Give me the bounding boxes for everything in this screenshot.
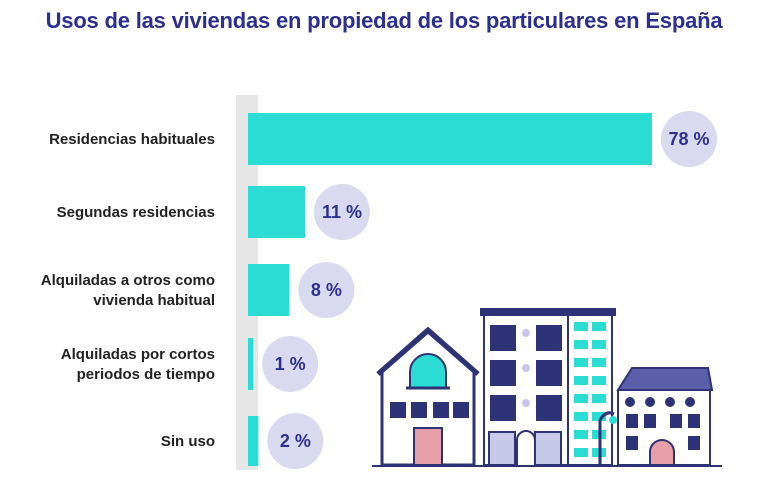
bar-4	[248, 338, 254, 390]
right-house-window-4	[688, 414, 700, 428]
panel-window-b-3	[592, 376, 606, 385]
panel-window-a-2	[574, 358, 588, 367]
value-label-5: 2 %	[280, 431, 311, 451]
value-bubble-2	[313, 184, 370, 240]
right-house-round-window-0	[625, 397, 635, 407]
street-lamp-arm	[598, 411, 615, 421]
panel-window-b-1	[592, 340, 606, 349]
bar-1	[248, 113, 652, 165]
bar-2	[248, 186, 305, 238]
apartment-porthole-1	[522, 364, 530, 372]
category-label-1: Residencias habituales	[49, 131, 215, 148]
left-house-window-3	[433, 402, 449, 418]
panel-window-a-3	[574, 376, 588, 385]
apartment-door-left	[488, 431, 516, 466]
right-house-window-6	[688, 436, 700, 450]
panel-window-b-0	[592, 322, 606, 331]
category-label-2: Segundas residencias	[57, 204, 215, 221]
right-house-window-1	[626, 414, 638, 428]
apartment-window-1-1	[490, 360, 516, 386]
panel-window-a-1	[574, 340, 588, 349]
apartment-roof	[480, 308, 616, 316]
panel-window-a-6	[574, 430, 588, 439]
apartment-window-1-2	[536, 360, 562, 386]
right-house-roof	[616, 367, 714, 391]
panel-window-a-4	[574, 394, 588, 403]
value-bubble-4	[262, 336, 319, 392]
category-labels-group: Residencias habituales Segundas residenci…	[41, 131, 215, 450]
panel-window-a-5	[574, 412, 588, 421]
right-house-door	[649, 439, 675, 466]
value-bubble-5	[267, 413, 324, 469]
panel-window-b-4	[592, 394, 606, 403]
apartment-door-right	[534, 431, 562, 466]
bar-5	[248, 416, 259, 466]
value-bubble-1	[661, 111, 717, 167]
value-bubble-3	[298, 262, 355, 318]
street-lamp-light	[609, 416, 617, 424]
apartment-window-2-2	[536, 395, 562, 421]
value-labels-group: 78 % 11 % 8 % 1 % 2 %	[262, 111, 717, 469]
right-house-window-5	[626, 436, 638, 450]
left-house-roof	[376, 326, 480, 376]
apartment-window-2-1	[490, 395, 516, 421]
left-house-arched-window	[409, 353, 447, 389]
left-house-door	[413, 427, 443, 466]
value-label-3: 8 %	[311, 280, 342, 300]
bar-3	[248, 264, 290, 316]
right-house-round-window-2	[665, 397, 675, 407]
category-label-3: Alquiladas a otros como vivienda habitual	[41, 272, 215, 309]
panel-window-b-5	[592, 412, 606, 421]
panel-window-b-2	[592, 358, 606, 367]
left-house-window-4	[453, 402, 469, 418]
houses-illustration	[372, 308, 722, 467]
right-house-window-2	[644, 414, 656, 428]
bars-group	[248, 113, 652, 466]
apartment-window-0-2	[536, 325, 562, 351]
value-label-4: 1 %	[275, 354, 306, 374]
apartment-window-0-1	[490, 325, 516, 351]
left-house-window-1	[390, 402, 406, 418]
right-house-window-3	[670, 414, 682, 428]
panel-window-a-0	[574, 322, 588, 331]
category-label-4: Alquiladas por cortos periodos de tiempo	[61, 346, 215, 383]
apartment-porthole-0	[522, 329, 530, 337]
right-house-round-window-3	[685, 397, 695, 407]
right-house-round-window-1	[645, 397, 655, 407]
panel-window-a-7	[574, 448, 588, 457]
left-house-window-2	[411, 402, 427, 418]
chart-title: Usos de las viviendas en propiedad de lo…	[45, 8, 723, 33]
value-label-2: 11 %	[322, 202, 362, 222]
apartment-entrance	[516, 430, 536, 465]
apartment-porthole-2	[522, 399, 530, 407]
category-label-5: Sin uso	[161, 433, 215, 450]
value-label-1: 78 %	[668, 129, 709, 149]
